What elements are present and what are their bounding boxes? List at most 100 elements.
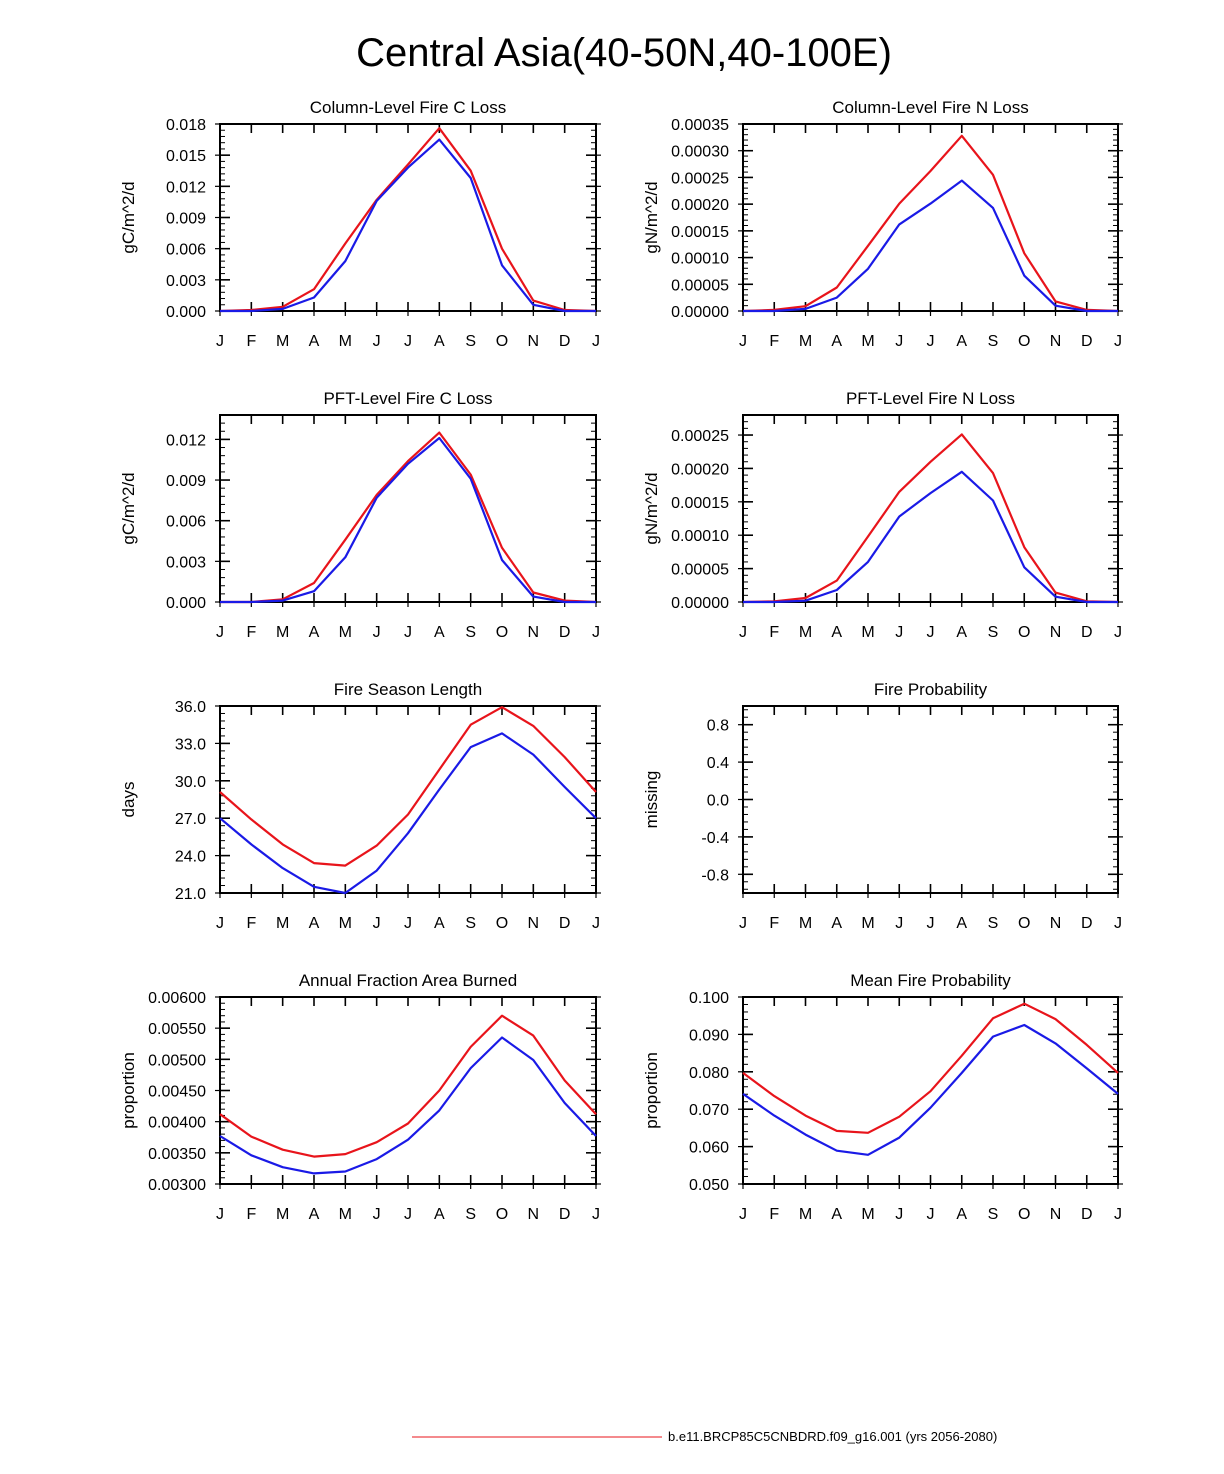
x-tick-label: J bbox=[895, 1206, 903, 1223]
x-tick-label: A bbox=[956, 624, 967, 641]
y-tick-label: 0.00035 bbox=[671, 117, 729, 134]
x-tick-label: N bbox=[1050, 915, 1062, 932]
y-tick-label: 0.00300 bbox=[148, 1177, 206, 1194]
y-tick-label: 0.000 bbox=[166, 595, 206, 612]
x-tick-label: J bbox=[404, 1206, 412, 1223]
plot-frame bbox=[742, 414, 1119, 603]
x-tick-label: M bbox=[339, 915, 352, 932]
x-tick-label: J bbox=[216, 333, 224, 350]
x-tick-label: M bbox=[861, 624, 874, 641]
series-line bbox=[219, 732, 597, 895]
x-tick-label: J bbox=[592, 1206, 600, 1223]
y-tick-label: 21.0 bbox=[175, 886, 206, 903]
panel-title: Annual Fraction Area Burned bbox=[299, 971, 517, 990]
y-tick-label: 0.100 bbox=[689, 990, 729, 1007]
x-tick-label: J bbox=[739, 624, 747, 641]
x-tick-label: J bbox=[216, 624, 224, 641]
y-tick-label: 0.003 bbox=[166, 273, 206, 290]
x-tick-label: D bbox=[559, 624, 571, 641]
x-tick-label: O bbox=[1018, 333, 1030, 350]
y-tick-label: 0.00000 bbox=[671, 595, 729, 612]
x-tick-label: J bbox=[927, 624, 935, 641]
x-tick-label: M bbox=[276, 1206, 289, 1223]
y-tick-label: 27.0 bbox=[175, 811, 206, 828]
y-tick-label: 0.006 bbox=[166, 514, 206, 531]
chart-panel: Mean Fire Probability proportion J F M A M J J A S… bbox=[642, 971, 1123, 1223]
y-tick-label: 0.00020 bbox=[671, 197, 729, 214]
y-axis-label: proportion bbox=[642, 1052, 661, 1129]
x-tick-label: F bbox=[769, 624, 779, 641]
plot-frame bbox=[219, 123, 597, 312]
y-tick-label: 0.00350 bbox=[148, 1146, 206, 1163]
x-tick-label: J bbox=[592, 915, 600, 932]
x-tick-label: J bbox=[739, 333, 747, 350]
panel-title: PFT-Level Fire N Loss bbox=[846, 389, 1015, 408]
x-tick-label: S bbox=[988, 1206, 999, 1223]
x-tick-label: F bbox=[769, 915, 779, 932]
y-tick-label: 0.012 bbox=[166, 179, 206, 196]
x-tick-label: J bbox=[404, 915, 412, 932]
x-tick-label: M bbox=[799, 333, 812, 350]
x-tick-label: J bbox=[1114, 1206, 1122, 1223]
y-tick-label: 0.00450 bbox=[148, 1084, 206, 1101]
x-tick-label: J bbox=[404, 333, 412, 350]
panel-title: Column-Level Fire C Loss bbox=[310, 98, 507, 117]
x-tick-label: M bbox=[276, 624, 289, 641]
x-tick-label: D bbox=[1081, 624, 1093, 641]
x-tick-label: F bbox=[769, 1206, 779, 1223]
x-tick-label: A bbox=[434, 915, 445, 932]
y-tick-label: 0.00000 bbox=[671, 304, 729, 321]
x-tick-label: J bbox=[373, 333, 381, 350]
x-tick-label: D bbox=[559, 1206, 571, 1223]
y-tick-label: 0.00550 bbox=[148, 1021, 206, 1038]
y-tick-label: 0.00015 bbox=[671, 224, 729, 241]
x-tick-label: A bbox=[309, 624, 320, 641]
plot-frame bbox=[219, 705, 597, 894]
series-line bbox=[742, 433, 1119, 604]
y-tick-label: 0.00500 bbox=[148, 1052, 206, 1069]
x-tick-label: D bbox=[559, 915, 571, 932]
x-tick-label: J bbox=[895, 333, 903, 350]
x-tick-label: S bbox=[465, 1206, 476, 1223]
x-tick-label: O bbox=[1018, 624, 1030, 641]
x-tick-label: M bbox=[276, 333, 289, 350]
x-tick-label: N bbox=[528, 624, 540, 641]
y-tick-label: 33.0 bbox=[175, 736, 206, 753]
y-tick-label: 0.00025 bbox=[671, 170, 729, 187]
x-tick-label: A bbox=[309, 333, 320, 350]
x-tick-label: M bbox=[339, 1206, 352, 1223]
x-tick-label: M bbox=[861, 915, 874, 932]
series-line bbox=[219, 706, 597, 867]
panel-title: Mean Fire Probability bbox=[850, 971, 1011, 990]
x-tick-label: A bbox=[309, 915, 320, 932]
y-axis-label: missing bbox=[642, 771, 661, 829]
y-axis-label: gN/m^2/d bbox=[642, 472, 661, 544]
y-tick-label: 0.090 bbox=[689, 1027, 729, 1044]
x-tick-label: F bbox=[246, 1206, 256, 1223]
x-tick-label: O bbox=[496, 333, 508, 350]
x-tick-label: J bbox=[1114, 624, 1122, 641]
y-tick-label: 0.009 bbox=[166, 211, 206, 228]
y-tick-label: 0.00005 bbox=[671, 562, 729, 579]
figure-title: Central Asia(40-50N,40-100E) bbox=[356, 31, 892, 75]
x-tick-label: S bbox=[988, 624, 999, 641]
x-tick-label: S bbox=[465, 333, 476, 350]
x-tick-label: M bbox=[861, 1206, 874, 1223]
x-tick-label: M bbox=[276, 915, 289, 932]
plot-frame bbox=[219, 414, 597, 603]
x-tick-label: J bbox=[1114, 333, 1122, 350]
x-tick-label: N bbox=[528, 1206, 540, 1223]
series-line bbox=[219, 1014, 597, 1158]
x-tick-label: A bbox=[956, 333, 967, 350]
y-tick-label: 0.012 bbox=[166, 432, 206, 449]
y-tick-label: 0.080 bbox=[689, 1065, 729, 1082]
series-line bbox=[743, 470, 1118, 604]
x-tick-label: M bbox=[339, 333, 352, 350]
y-tick-label: 0.015 bbox=[166, 148, 206, 165]
x-tick-label: M bbox=[799, 915, 812, 932]
x-tick-label: J bbox=[404, 624, 412, 641]
chart-panel: PFT-Level Fire C Loss gC/m^2/d J F M A M J J A S O N… bbox=[119, 389, 601, 641]
x-tick-label: J bbox=[927, 333, 935, 350]
x-tick-label: F bbox=[246, 915, 256, 932]
